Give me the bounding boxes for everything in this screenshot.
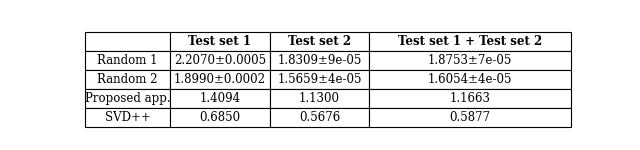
Bar [269,32,369,51]
Text: 2.2070±0.0005: 2.2070±0.0005 [174,54,266,67]
Bar [85,108,170,127]
Text: 1.1663: 1.1663 [450,92,491,105]
Text: Test set 2: Test set 2 [288,35,351,48]
Bar [170,89,269,108]
Bar [85,70,170,89]
Text: 0.6850: 0.6850 [199,111,241,124]
Bar [369,89,571,108]
Bar [269,70,369,89]
Text: Random 1: Random 1 [97,54,157,67]
Text: Test set 1 + Test set 2: Test set 1 + Test set 2 [398,35,542,48]
Bar [170,51,269,70]
Bar [85,89,170,108]
Bar [269,108,369,127]
Text: 1.1300: 1.1300 [299,92,340,105]
Text: SVD++: SVD++ [104,111,150,124]
Bar [170,108,269,127]
Text: 1.8753±7e-05: 1.8753±7e-05 [428,54,513,67]
Text: 1.6054±4e-05: 1.6054±4e-05 [428,73,513,86]
Bar [269,89,369,108]
Text: Random 2: Random 2 [97,73,157,86]
Text: 0.5877: 0.5877 [450,111,491,124]
Bar [269,51,369,70]
Bar [85,51,170,70]
Text: 1.4094: 1.4094 [199,92,241,105]
Text: Proposed app.: Proposed app. [84,92,170,105]
Bar [369,70,571,89]
Bar [369,32,571,51]
Bar [170,70,269,89]
Bar [369,108,571,127]
Bar [369,51,571,70]
Text: 0.5676: 0.5676 [299,111,340,124]
Bar [85,32,170,51]
Text: 1.8309±9e-05: 1.8309±9e-05 [277,54,362,67]
Text: 1.5659±4e-05: 1.5659±4e-05 [277,73,362,86]
Text: 1.8990±0.0002: 1.8990±0.0002 [174,73,266,86]
Text: Test set 1: Test set 1 [188,35,252,48]
Bar [170,32,269,51]
